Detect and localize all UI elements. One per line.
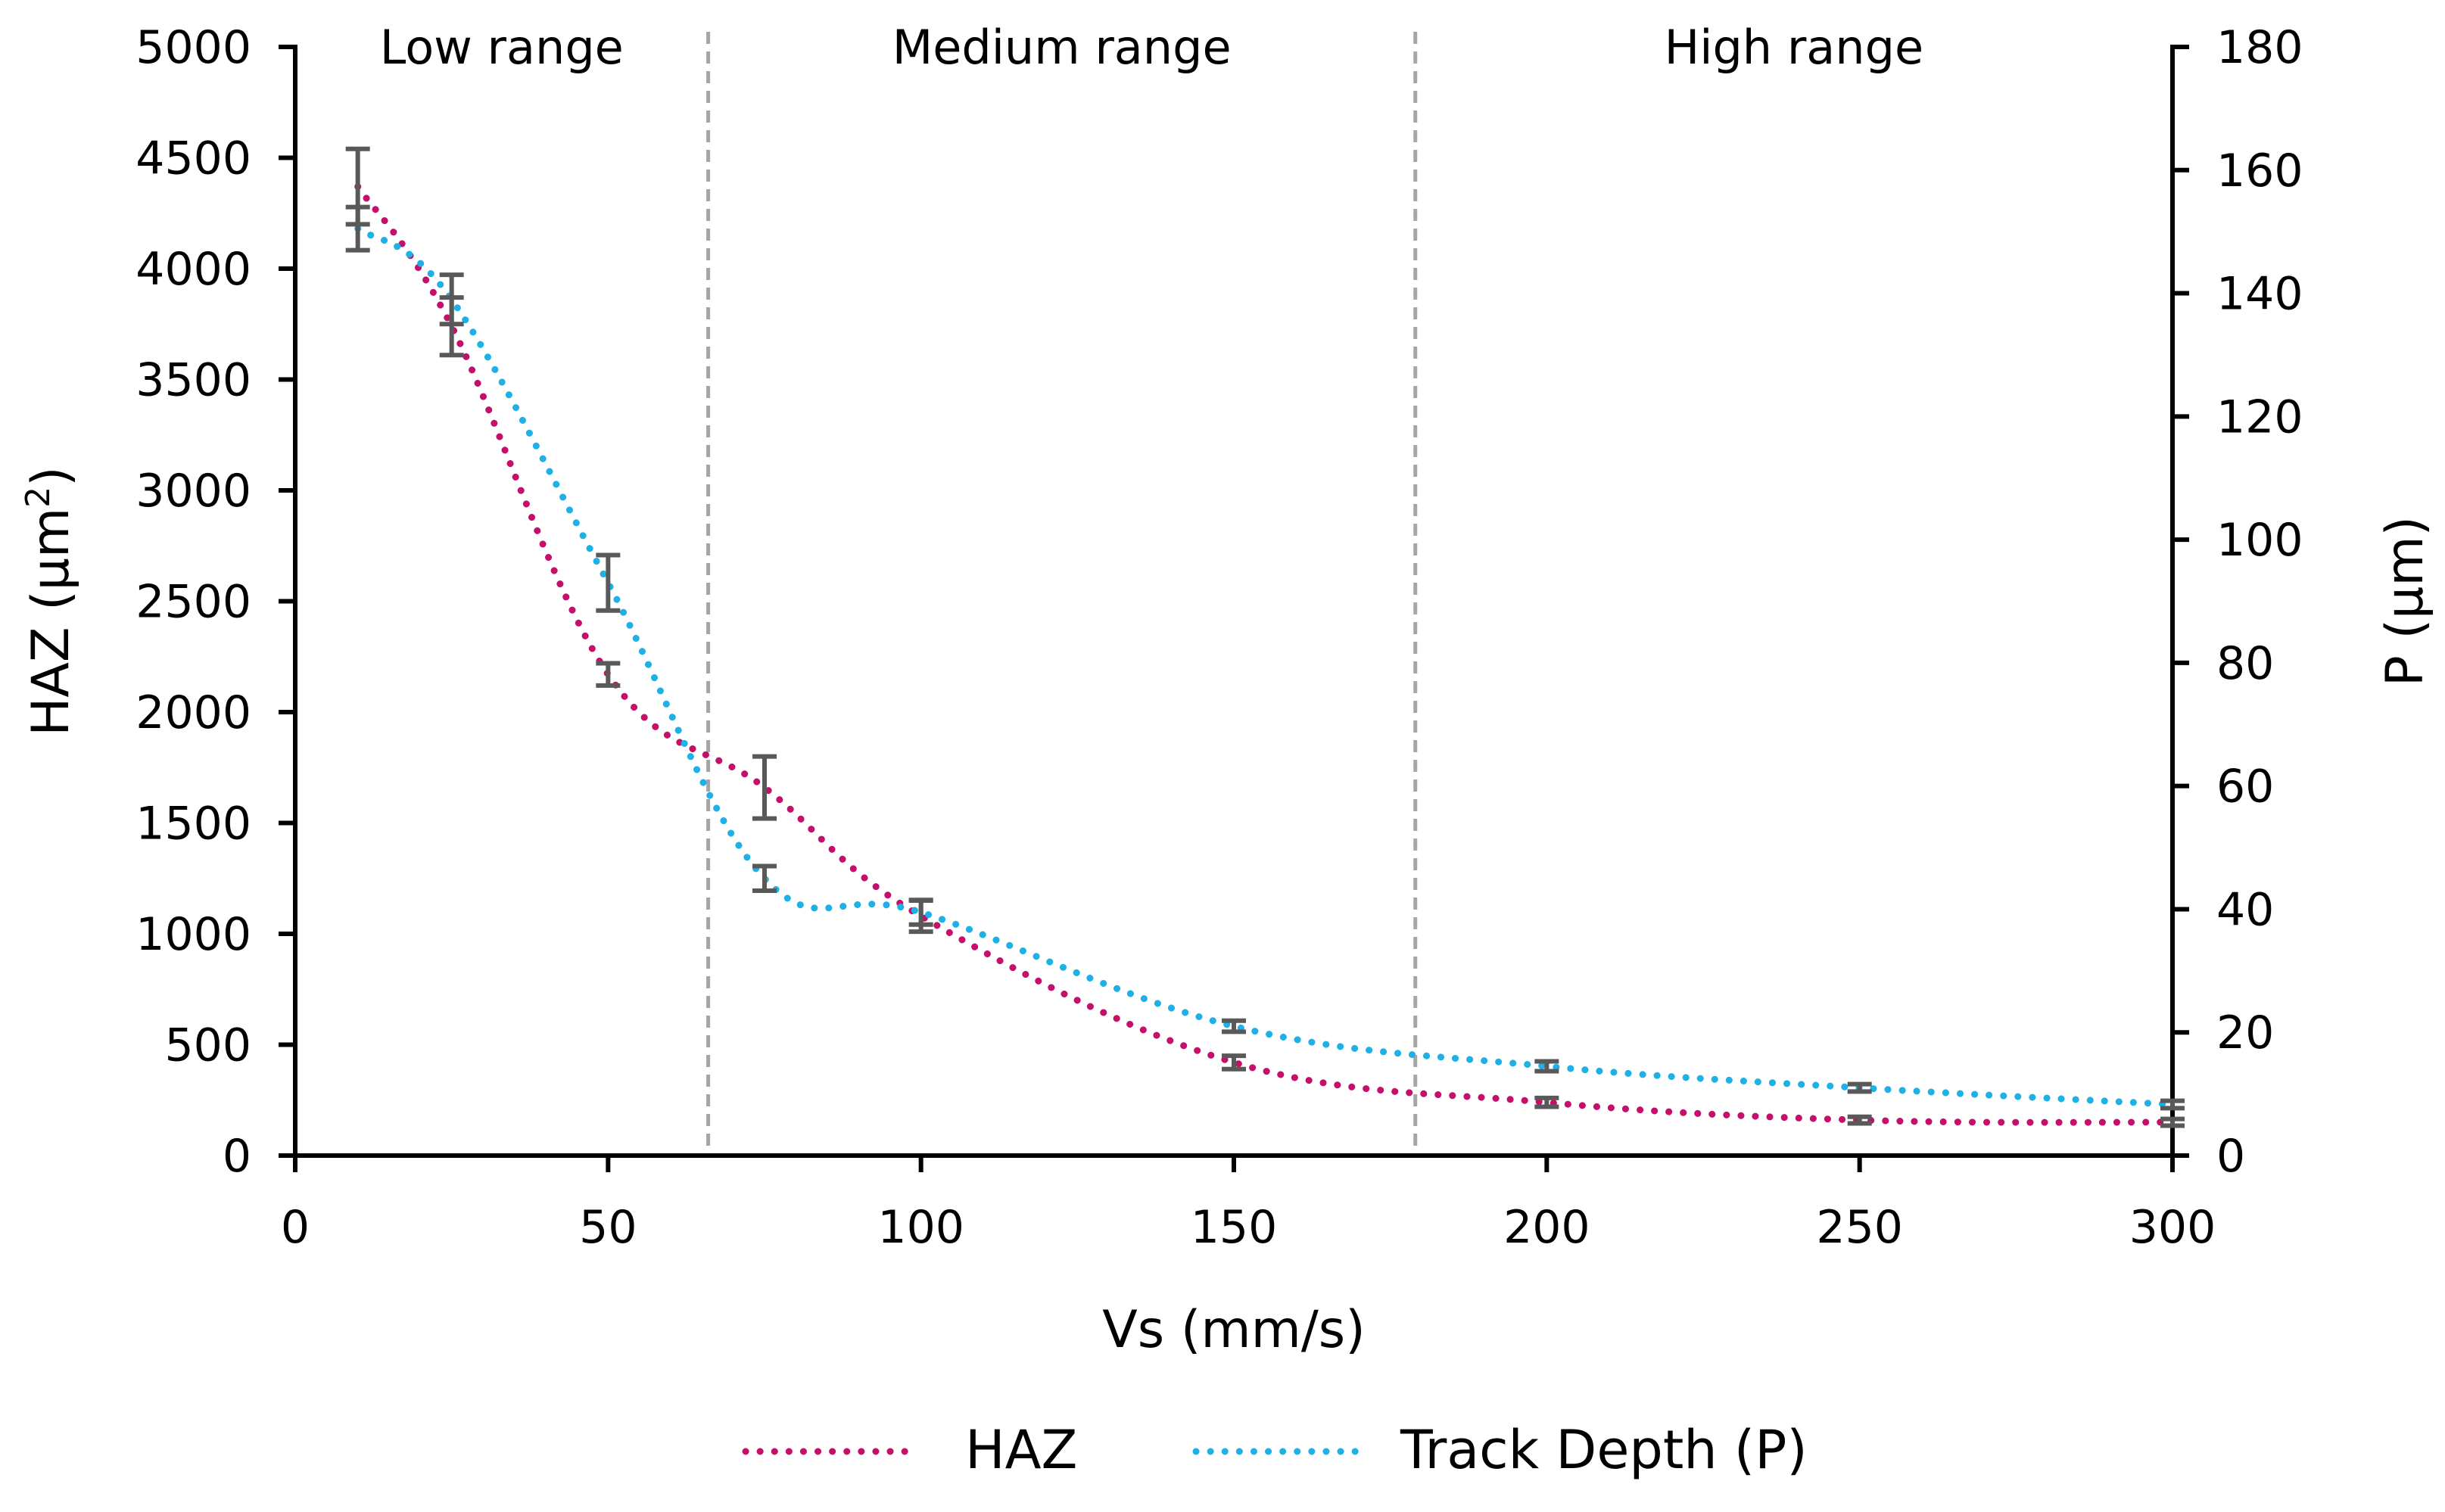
haz-error-bar xyxy=(1847,1114,1872,1126)
left-y-tick-label: 2500 xyxy=(135,576,251,629)
right-y-tick-label: 60 xyxy=(2216,761,2274,814)
axes xyxy=(293,45,2175,1158)
x-tick-label: 250 xyxy=(1816,1201,1903,1254)
right-y-axis-title: P (µm) xyxy=(2375,516,2435,686)
left-y-tick-label: 3500 xyxy=(135,354,251,407)
x-tick-label: 0 xyxy=(281,1201,310,1254)
left-y-tick-label: 2000 xyxy=(135,686,251,739)
haz-error-bar xyxy=(1222,1053,1246,1072)
left-y-tick-label: 4000 xyxy=(135,243,251,296)
legend-item-haz: HAZ xyxy=(742,1419,1077,1481)
region-label: Low range xyxy=(380,20,624,75)
track-depth-error-bar xyxy=(2160,1098,2185,1111)
region-dividers: Low range Medium range High range xyxy=(380,20,1923,1156)
haz-error-bar xyxy=(752,754,777,821)
legend-label: Track Depth (P) xyxy=(1400,1419,1808,1481)
axis-ticks: 0 50 100 150 200 250 3000500100015002000250030… xyxy=(135,21,2303,1254)
error-bars xyxy=(345,146,2185,1128)
haz-error-bar xyxy=(596,661,621,688)
left-y-tick-label: 0 xyxy=(223,1130,251,1183)
x-tick-label: 300 xyxy=(2129,1201,2216,1254)
left-y-tick-label: 4500 xyxy=(135,132,251,185)
track-depth-error-bar xyxy=(596,552,621,613)
x-tick-label: 150 xyxy=(1191,1201,1278,1254)
legend-item-track-depth: Track Depth (P) xyxy=(1192,1419,1808,1481)
haz-error-bar xyxy=(2160,1116,2185,1128)
track-depth-error-bar xyxy=(1847,1081,1872,1094)
right-y-tick-label: 40 xyxy=(2216,883,2274,936)
right-y-tick-label: 0 xyxy=(2216,1130,2245,1183)
x-axis-title: Vs (mm/s) xyxy=(1102,1300,1365,1360)
haz-series-line xyxy=(354,183,2176,1126)
left-y-tick-label: 500 xyxy=(164,1019,251,1072)
left-y-axis-title-superscript: 2 xyxy=(19,487,58,508)
right-y-tick-label: 20 xyxy=(2216,1006,2274,1059)
left-y-axis-title-close: ) xyxy=(21,466,81,487)
legend: HAZ Track Depth (P) xyxy=(742,1419,1808,1481)
left-y-tick-label: 1000 xyxy=(135,908,251,961)
x-tick-label: 100 xyxy=(877,1201,964,1254)
plot-series xyxy=(354,183,2176,1126)
left-y-axis-title: HAZ (µm2) xyxy=(19,466,82,736)
track-depth-error-bar xyxy=(1222,1018,1246,1034)
track-depth-error-bar xyxy=(439,272,464,327)
x-tick-label: 200 xyxy=(1503,1201,1590,1254)
right-y-tick-label: 120 xyxy=(2216,390,2303,443)
haz-error-bar xyxy=(1534,1095,1559,1109)
region-label: High range xyxy=(1665,20,1923,75)
right-y-tick-label: 180 xyxy=(2216,21,2303,74)
region-label: Medium range xyxy=(892,20,1232,75)
legend-label: HAZ xyxy=(965,1419,1077,1481)
track-depth-error-bar xyxy=(1534,1059,1559,1074)
track-depth-error-bar xyxy=(752,863,777,894)
right-y-tick-label: 160 xyxy=(2216,145,2303,198)
right-y-tick-label: 80 xyxy=(2216,637,2274,690)
right-y-tick-label: 100 xyxy=(2216,514,2303,567)
left-y-tick-label: 1500 xyxy=(135,798,251,851)
track-depth-error-bar xyxy=(345,204,370,253)
left-y-axis-title-text: HAZ (µm xyxy=(21,508,81,736)
track-depth-series-line xyxy=(354,225,2176,1108)
track-depth-error-bar xyxy=(908,898,933,927)
x-tick-label: 50 xyxy=(579,1201,637,1254)
left-y-tick-label: 5000 xyxy=(135,21,251,74)
left-y-tick-label: 3000 xyxy=(135,465,251,518)
right-y-tick-label: 140 xyxy=(2216,268,2303,321)
